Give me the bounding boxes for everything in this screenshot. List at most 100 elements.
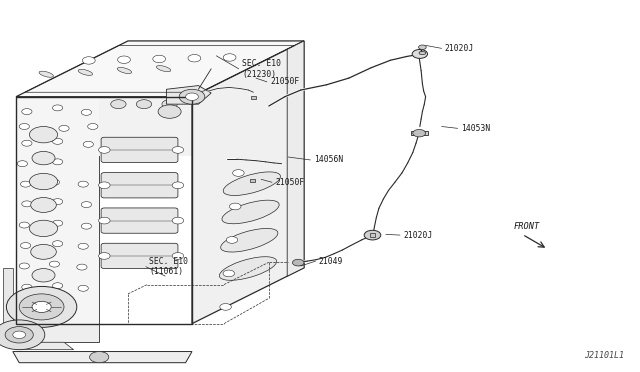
Circle shape [292,259,304,266]
Circle shape [29,126,58,143]
Polygon shape [411,131,428,135]
Ellipse shape [117,67,132,74]
Polygon shape [13,342,74,350]
Circle shape [52,283,63,289]
Polygon shape [16,97,192,324]
Polygon shape [287,41,304,276]
Circle shape [81,223,92,229]
Polygon shape [16,41,304,97]
Polygon shape [192,41,304,324]
Polygon shape [13,324,99,342]
Circle shape [227,237,238,243]
Circle shape [83,141,93,147]
Text: 14056N: 14056N [314,155,343,164]
Circle shape [413,129,426,137]
Circle shape [78,181,88,187]
Polygon shape [166,86,211,104]
Polygon shape [102,208,176,231]
Circle shape [52,199,63,205]
Ellipse shape [223,172,280,195]
Circle shape [81,109,92,115]
Polygon shape [102,138,176,160]
Circle shape [77,264,87,270]
Polygon shape [102,173,176,195]
Circle shape [172,253,184,259]
Circle shape [118,56,131,64]
Polygon shape [251,96,256,99]
Circle shape [136,100,152,109]
Circle shape [52,303,63,309]
Circle shape [188,54,201,62]
Text: 14053N: 14053N [461,124,490,133]
Circle shape [52,220,63,226]
Circle shape [52,159,63,165]
Circle shape [111,100,126,109]
Ellipse shape [220,257,276,280]
Ellipse shape [222,200,279,224]
Circle shape [172,147,184,153]
Circle shape [22,140,32,146]
Circle shape [81,202,92,208]
Ellipse shape [156,65,171,72]
Circle shape [31,244,56,259]
Polygon shape [99,97,192,156]
Circle shape [13,331,26,339]
Circle shape [0,320,45,350]
Text: 21020J: 21020J [445,44,474,53]
Circle shape [20,181,31,187]
Circle shape [22,284,32,290]
Circle shape [158,105,181,118]
Circle shape [419,45,426,49]
Circle shape [29,220,58,237]
Circle shape [52,241,63,247]
Circle shape [223,270,234,277]
Circle shape [22,109,32,115]
Circle shape [78,243,88,249]
Ellipse shape [78,69,93,76]
Circle shape [52,105,63,111]
Circle shape [364,230,381,240]
Polygon shape [16,97,99,324]
Polygon shape [3,268,13,324]
Circle shape [186,93,198,100]
Circle shape [99,217,110,224]
Circle shape [83,57,95,64]
Circle shape [88,124,98,129]
Circle shape [32,301,51,312]
Circle shape [6,286,77,327]
Circle shape [17,161,28,167]
Text: J21101L1: J21101L1 [584,351,624,360]
Text: 21050F: 21050F [270,77,300,86]
Polygon shape [250,179,255,182]
Circle shape [172,182,184,189]
Polygon shape [16,41,304,97]
Text: FRONT: FRONT [514,222,540,231]
Ellipse shape [221,228,278,252]
Circle shape [172,217,184,224]
Circle shape [99,253,110,259]
Text: 21049: 21049 [319,257,343,266]
Circle shape [5,327,33,343]
Circle shape [78,285,88,291]
Text: SEC. E10
(21230): SEC. E10 (21230) [242,59,281,78]
Circle shape [31,198,56,212]
Circle shape [32,269,55,282]
Polygon shape [296,260,301,265]
Text: SEC. E10
(11061): SEC. E10 (11061) [149,257,188,276]
Circle shape [412,49,428,58]
Circle shape [19,294,64,320]
Circle shape [233,170,244,176]
Polygon shape [102,244,176,266]
FancyBboxPatch shape [101,137,178,163]
Circle shape [52,138,63,144]
Circle shape [19,124,29,129]
Circle shape [230,203,241,210]
Circle shape [20,243,31,248]
FancyBboxPatch shape [101,173,178,198]
Circle shape [22,201,32,207]
Circle shape [99,182,110,189]
Circle shape [59,125,69,131]
Polygon shape [370,233,375,237]
Circle shape [223,54,236,61]
Text: 21020J: 21020J [403,231,433,240]
